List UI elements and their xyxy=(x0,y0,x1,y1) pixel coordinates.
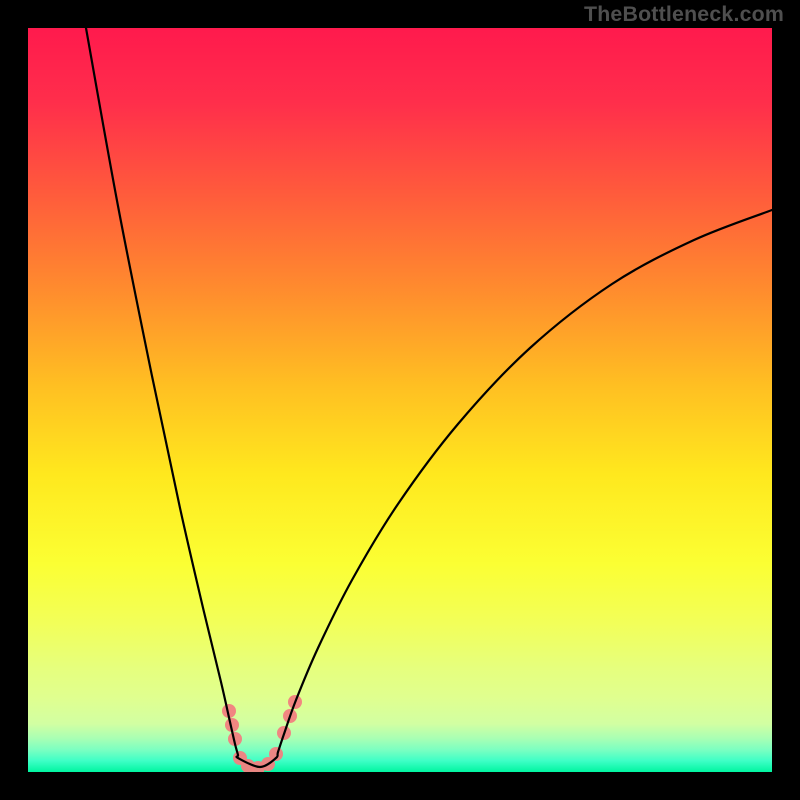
chart-frame: TheBottleneck.com xyxy=(0,0,800,800)
marker-points xyxy=(222,695,302,772)
bottleneck-curve xyxy=(86,28,772,767)
watermark-text: TheBottleneck.com xyxy=(584,2,784,27)
plot-area xyxy=(28,28,772,772)
chart-svg xyxy=(28,28,772,772)
